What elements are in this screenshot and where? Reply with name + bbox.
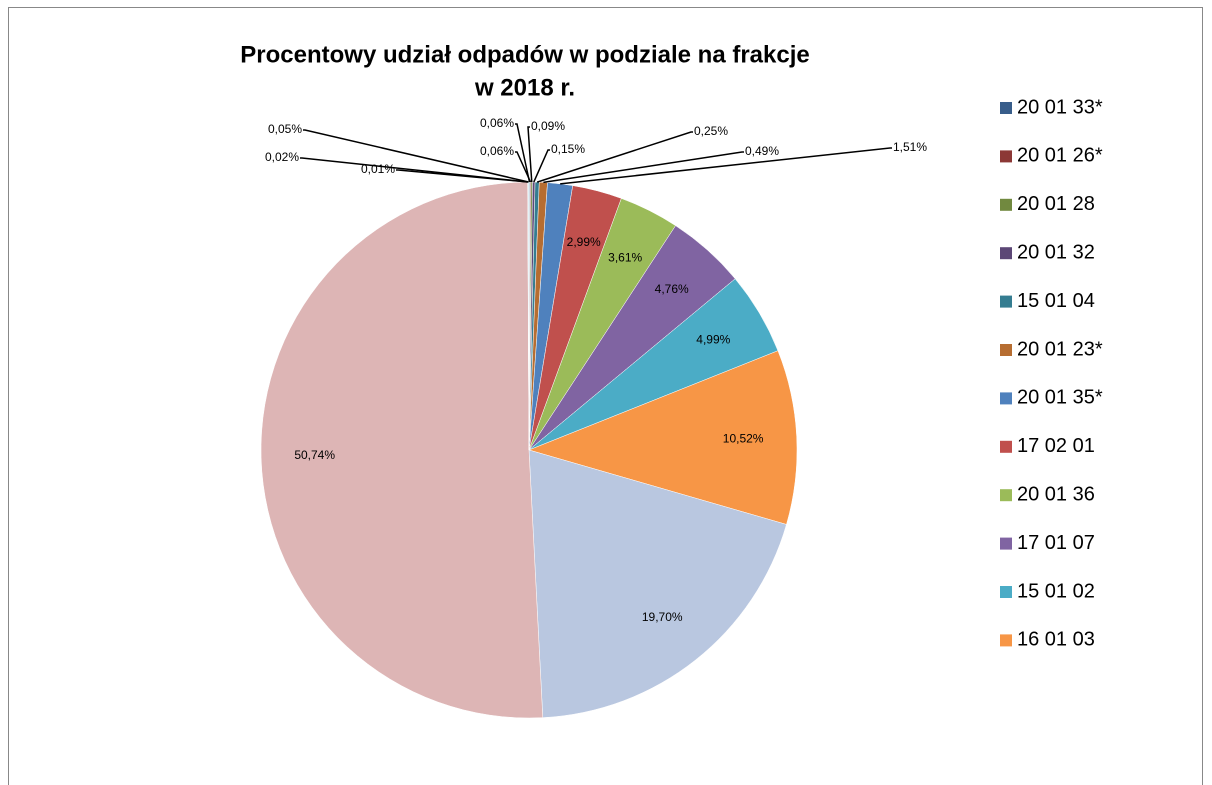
legend-label: 15 01 02 <box>1017 580 1095 602</box>
legend-label: 20 01 28 <box>1017 193 1095 215</box>
legend-swatch <box>1000 344 1012 356</box>
leader-line <box>515 151 532 183</box>
legend-label: 17 02 01 <box>1017 435 1095 457</box>
leader-line <box>560 147 892 185</box>
legend-swatch <box>1000 392 1012 405</box>
data-label: 50,74% <box>294 448 335 462</box>
leader-line <box>515 123 531 183</box>
legend-swatch <box>1000 247 1012 260</box>
data-label: 1,51% <box>893 140 927 154</box>
leader-line <box>300 157 529 183</box>
chart-title: w 2018 r. <box>474 74 575 101</box>
legend-label: 20 01 26* <box>1017 145 1103 167</box>
data-label: 0,49% <box>745 144 779 158</box>
pie-slice <box>528 350 798 525</box>
data-label: 0,05% <box>268 122 302 136</box>
leader-line <box>543 151 744 184</box>
leader-line <box>536 131 693 183</box>
leader-line <box>303 129 529 183</box>
legend-label: 16 01 03 <box>1017 629 1095 651</box>
legend-label: 20 01 23* <box>1017 338 1103 360</box>
pie-slice <box>260 181 544 719</box>
data-label: 3,61% <box>608 251 642 265</box>
legend-swatch <box>1000 295 1012 308</box>
legend-swatch <box>1000 537 1012 550</box>
data-label: 0,02% <box>265 150 299 164</box>
data-label: 0,09% <box>531 119 565 133</box>
legend-label: 17 01 07 <box>1017 532 1095 554</box>
legend-label: 15 01 04 <box>1017 290 1095 312</box>
data-label: 0,15% <box>551 142 585 156</box>
data-label: 19,70% <box>642 610 683 624</box>
chart-title: Procentowy udział odpadów w podziale na … <box>240 41 809 68</box>
legend-swatch <box>1000 102 1012 114</box>
data-label: 4,99% <box>696 333 730 347</box>
leader-line <box>533 149 550 183</box>
legend-label: 20 01 32 <box>1017 241 1095 263</box>
legend-swatch <box>1000 150 1012 163</box>
legend-label: 20 01 36 <box>1017 483 1095 505</box>
data-label: 0,06% <box>480 144 514 158</box>
data-label: 4,76% <box>655 282 689 296</box>
legend-swatch <box>1000 440 1012 453</box>
leader-line <box>527 126 533 183</box>
legend-swatch <box>1000 586 1012 598</box>
legend-label: 20 01 33* <box>1017 96 1103 118</box>
data-label: 2,99% <box>567 235 601 249</box>
data-label: 0,25% <box>694 124 728 138</box>
data-label: 10,52% <box>723 432 764 446</box>
legend-label: 20 01 35* <box>1017 387 1103 409</box>
legend-swatch <box>1000 634 1012 647</box>
data-label: 0,06% <box>480 116 514 130</box>
legend-swatch <box>1000 198 1012 211</box>
pie-slice <box>528 449 787 718</box>
legend-swatch <box>1000 489 1012 502</box>
